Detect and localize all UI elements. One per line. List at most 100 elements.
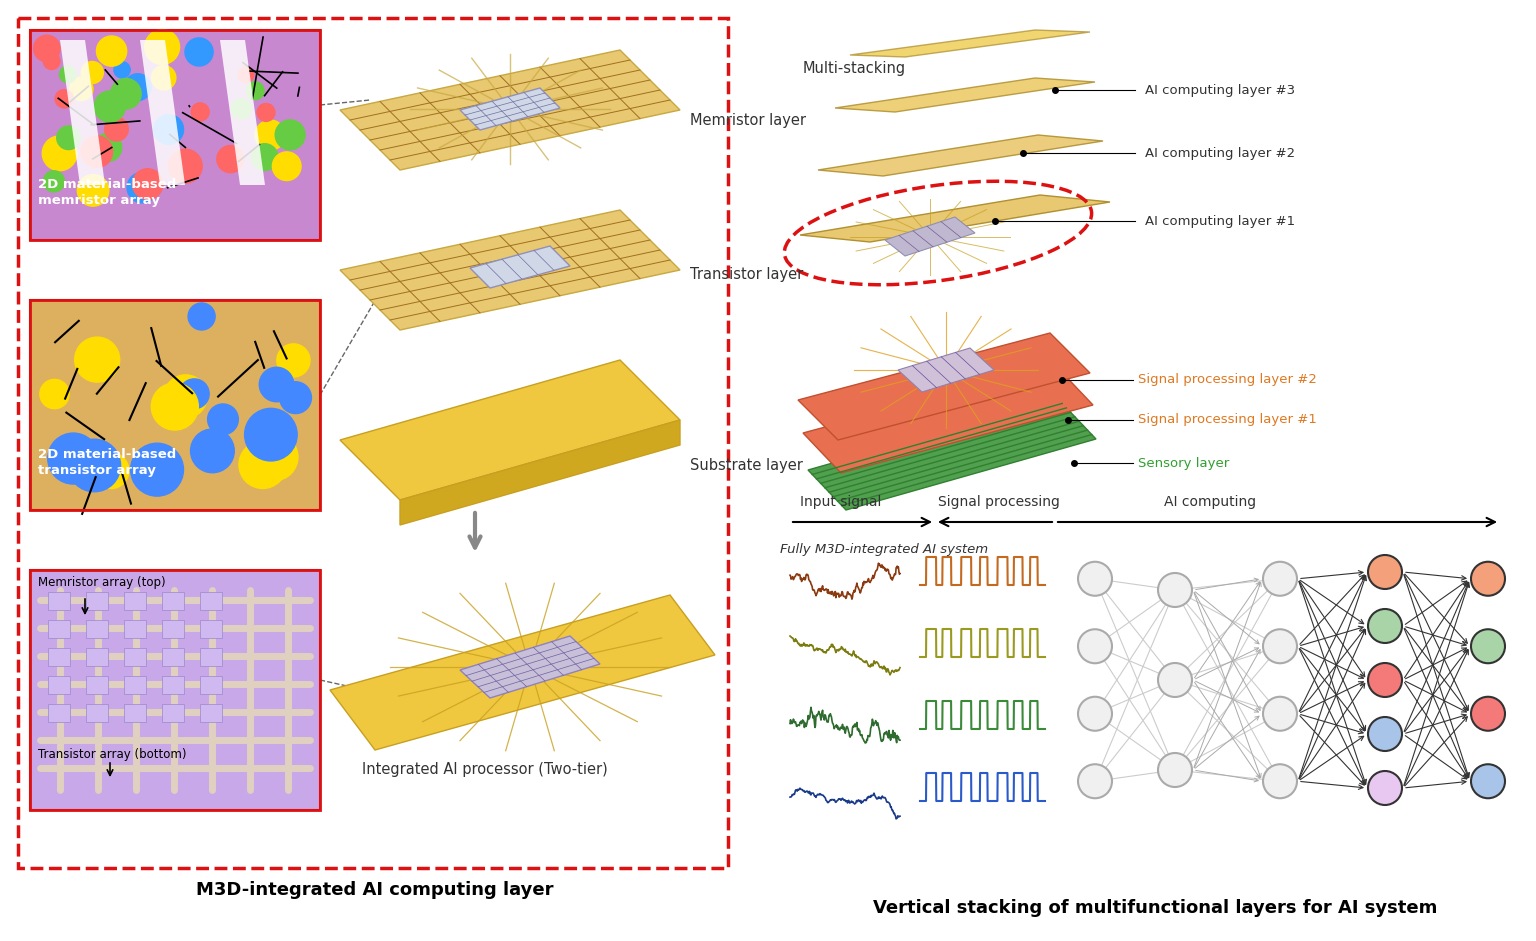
Bar [48,620,71,638]
Circle shape [207,404,238,435]
Circle shape [276,343,310,377]
Circle shape [94,453,129,488]
Circle shape [144,29,180,64]
Polygon shape [459,88,561,130]
Text: Signal processing layer #1: Signal processing layer #1 [1138,413,1316,426]
FancyBboxPatch shape [31,30,319,240]
Polygon shape [885,217,975,256]
Text: 2D material-based: 2D material-based [38,448,177,461]
Circle shape [232,99,252,119]
Text: 2D material-based: 2D material-based [38,178,177,191]
Text: Integrated AI processor (Two-tier): Integrated AI processor (Two-tier) [362,762,608,777]
Circle shape [1471,562,1505,596]
Polygon shape [819,135,1103,176]
Circle shape [77,175,109,206]
Circle shape [217,146,244,173]
Bar [200,648,223,666]
Circle shape [180,379,209,408]
Circle shape [81,61,103,84]
Text: Memristor layer: Memristor layer [690,113,806,127]
Text: AI computing layer #2: AI computing layer #2 [1144,147,1295,160]
Circle shape [240,441,287,488]
Circle shape [152,66,175,90]
Circle shape [1263,630,1296,663]
Polygon shape [836,78,1095,112]
Bar [161,592,184,610]
Bar [124,592,146,610]
Text: Multi-stacking: Multi-stacking [803,60,906,75]
Circle shape [68,439,121,492]
Circle shape [111,78,141,109]
Circle shape [260,367,293,402]
Polygon shape [339,210,680,330]
Circle shape [94,134,121,162]
Bar [86,648,108,666]
Circle shape [104,118,129,141]
Circle shape [1471,696,1505,731]
Circle shape [252,144,278,170]
Bar [86,704,108,722]
FancyBboxPatch shape [31,570,319,810]
Text: memristor array: memristor array [38,194,160,207]
Bar [48,704,71,722]
Bar [200,676,223,694]
Bar [161,620,184,638]
Bar [124,676,146,694]
Text: AI computing: AI computing [1164,495,1256,509]
Circle shape [1263,764,1296,798]
Text: Transistor layer: Transistor layer [690,267,803,282]
Polygon shape [800,195,1111,242]
Circle shape [132,168,163,199]
Circle shape [275,120,306,150]
Polygon shape [220,40,266,185]
Circle shape [154,115,183,145]
Polygon shape [803,365,1094,473]
Text: Vertical stacking of multifunctional layers for AI system: Vertical stacking of multifunctional lay… [872,899,1438,917]
Circle shape [57,126,80,150]
Bar [124,620,146,638]
Circle shape [97,36,126,66]
Text: transistor array: transistor array [38,464,155,477]
Bar [161,676,184,694]
Text: AI computing layer #1: AI computing layer #1 [1144,215,1295,228]
Bar [86,592,108,610]
Circle shape [114,61,131,78]
Circle shape [1078,696,1112,731]
Circle shape [1369,717,1402,751]
Circle shape [34,35,60,62]
Circle shape [1158,573,1192,607]
Circle shape [1471,764,1505,798]
Bar [86,676,108,694]
Text: Signal processing: Signal processing [938,495,1060,509]
Circle shape [164,375,207,418]
Bar [86,620,108,638]
Circle shape [246,82,264,100]
Circle shape [1158,753,1192,787]
Circle shape [190,429,235,472]
Polygon shape [459,636,601,698]
Circle shape [1078,764,1112,798]
Polygon shape [339,360,680,500]
Circle shape [94,91,126,122]
Text: Substrate layer: Substrate layer [690,457,803,472]
Bar [200,620,223,638]
Circle shape [124,73,151,101]
Circle shape [1263,562,1296,596]
Circle shape [255,120,286,151]
Bar [200,704,223,722]
Bar [200,592,223,610]
Bar [48,648,71,666]
Circle shape [244,408,296,461]
Circle shape [55,89,74,108]
Text: Fully M3D-integrated AI system: Fully M3D-integrated AI system [780,543,988,556]
Circle shape [1078,630,1112,663]
Bar [124,704,146,722]
Circle shape [43,53,60,70]
Text: Sensory layer: Sensory layer [1138,456,1229,470]
Circle shape [280,382,312,414]
Circle shape [250,433,298,481]
Circle shape [238,67,253,83]
Polygon shape [799,333,1091,440]
Circle shape [81,136,112,167]
Circle shape [272,152,301,181]
